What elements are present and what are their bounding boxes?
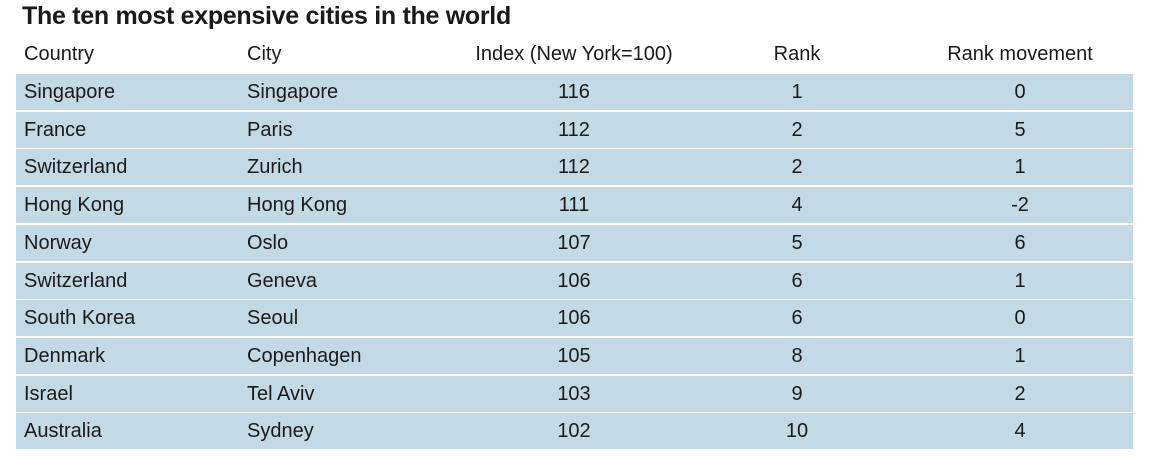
table-cell: 116 <box>558 81 590 103</box>
table-cell: 9 <box>791 382 803 405</box>
table-row: France Paris 112 2 5 <box>16 111 1133 148</box>
table-cell: 4 <box>1014 420 1026 443</box>
table-cell: Sydney <box>247 420 314 443</box>
table-cell: Hong Kong <box>24 194 125 217</box>
table-cell: Israel <box>24 382 73 405</box>
table-row: Israel Tel Aviv 103 9 2 <box>16 375 1133 412</box>
table-cell: Australia <box>24 420 102 443</box>
table-row: Norway Oslo 107 5 6 <box>16 224 1133 261</box>
table-cell: Switzerland <box>24 156 128 179</box>
table-cell: 1 <box>1014 269 1026 292</box>
column-header: Index (New York=100) <box>475 43 673 65</box>
table-cell: Singapore <box>247 81 339 103</box>
table-cell: South Korea <box>24 307 136 330</box>
table-cell: France <box>24 118 87 141</box>
table-row: Switzerland Zurich 112 2 1 <box>16 149 1133 186</box>
table-cell: Switzerland <box>24 269 128 292</box>
table-cell: 6 <box>1014 231 1026 254</box>
header-row: Country City Index (New York=100) Rank Rank … <box>16 36 1133 72</box>
table-row: Hong Kong Hong Kong 111 4 -2 <box>16 187 1133 224</box>
table-cell: 111 <box>558 194 590 217</box>
table-row: Denmark Copenhagen 105 8 1 <box>16 337 1133 374</box>
table-row: Switzerland Geneva 106 6 1 <box>16 262 1133 299</box>
table-row: South Korea Seoul 106 6 0 <box>16 300 1133 337</box>
table-cell: 8 <box>791 344 803 367</box>
table-cell: 5 <box>1014 118 1026 141</box>
column-header: City <box>247 43 282 65</box>
table-cell: Denmark <box>24 344 106 367</box>
table-cell: 2 <box>791 156 803 179</box>
table-cell: Copenhagen <box>247 344 362 367</box>
table-cell: Zurich <box>247 156 303 179</box>
table-cell: Singapore <box>24 81 116 103</box>
table-cell: 6 <box>791 269 803 292</box>
table-cell: Paris <box>247 118 293 141</box>
table-cell: 1 <box>791 81 803 103</box>
table-cell: -2 <box>1011 194 1029 217</box>
table-cell: 10 <box>785 420 809 443</box>
table-cell: 2 <box>791 118 803 141</box>
table-cell: 106 <box>557 269 591 292</box>
table-cell: 107 <box>557 231 591 254</box>
column-header: Country <box>24 43 95 65</box>
table-cell: 112 <box>558 118 590 141</box>
table-row: Australia Sydney 102 10 4 <box>16 413 1133 450</box>
column-header: Rank <box>773 43 821 65</box>
table-cell: 4 <box>791 194 803 217</box>
table-cell: 112 <box>558 156 590 179</box>
table-cell: Geneva <box>247 269 318 292</box>
table-cell: 106 <box>557 307 591 330</box>
table-row: Singapore Singapore 116 1 0 <box>16 74 1133 110</box>
table-cell: 5 <box>791 231 803 254</box>
table-cell: 102 <box>557 420 591 443</box>
table-title: The ten most expensive cities in the wor… <box>22 2 511 30</box>
table-cell: 1 <box>1014 156 1026 179</box>
table-cell: 0 <box>1014 81 1026 103</box>
table-cell: Seoul <box>247 307 299 330</box>
table-cell: 105 <box>557 344 591 367</box>
column-header: Rank movement <box>947 43 1093 65</box>
table-cell: 6 <box>791 307 803 330</box>
table-cell: Norway <box>24 231 92 254</box>
table-cell: Oslo <box>247 231 289 254</box>
table-cell: 1 <box>1014 344 1026 367</box>
table-cell: 2 <box>1014 382 1026 405</box>
table-cell: 0 <box>1014 307 1026 330</box>
table-cell: 103 <box>557 382 591 405</box>
table-cell: Tel Aviv <box>247 382 315 405</box>
table-cell: Hong Kong <box>247 194 348 217</box>
